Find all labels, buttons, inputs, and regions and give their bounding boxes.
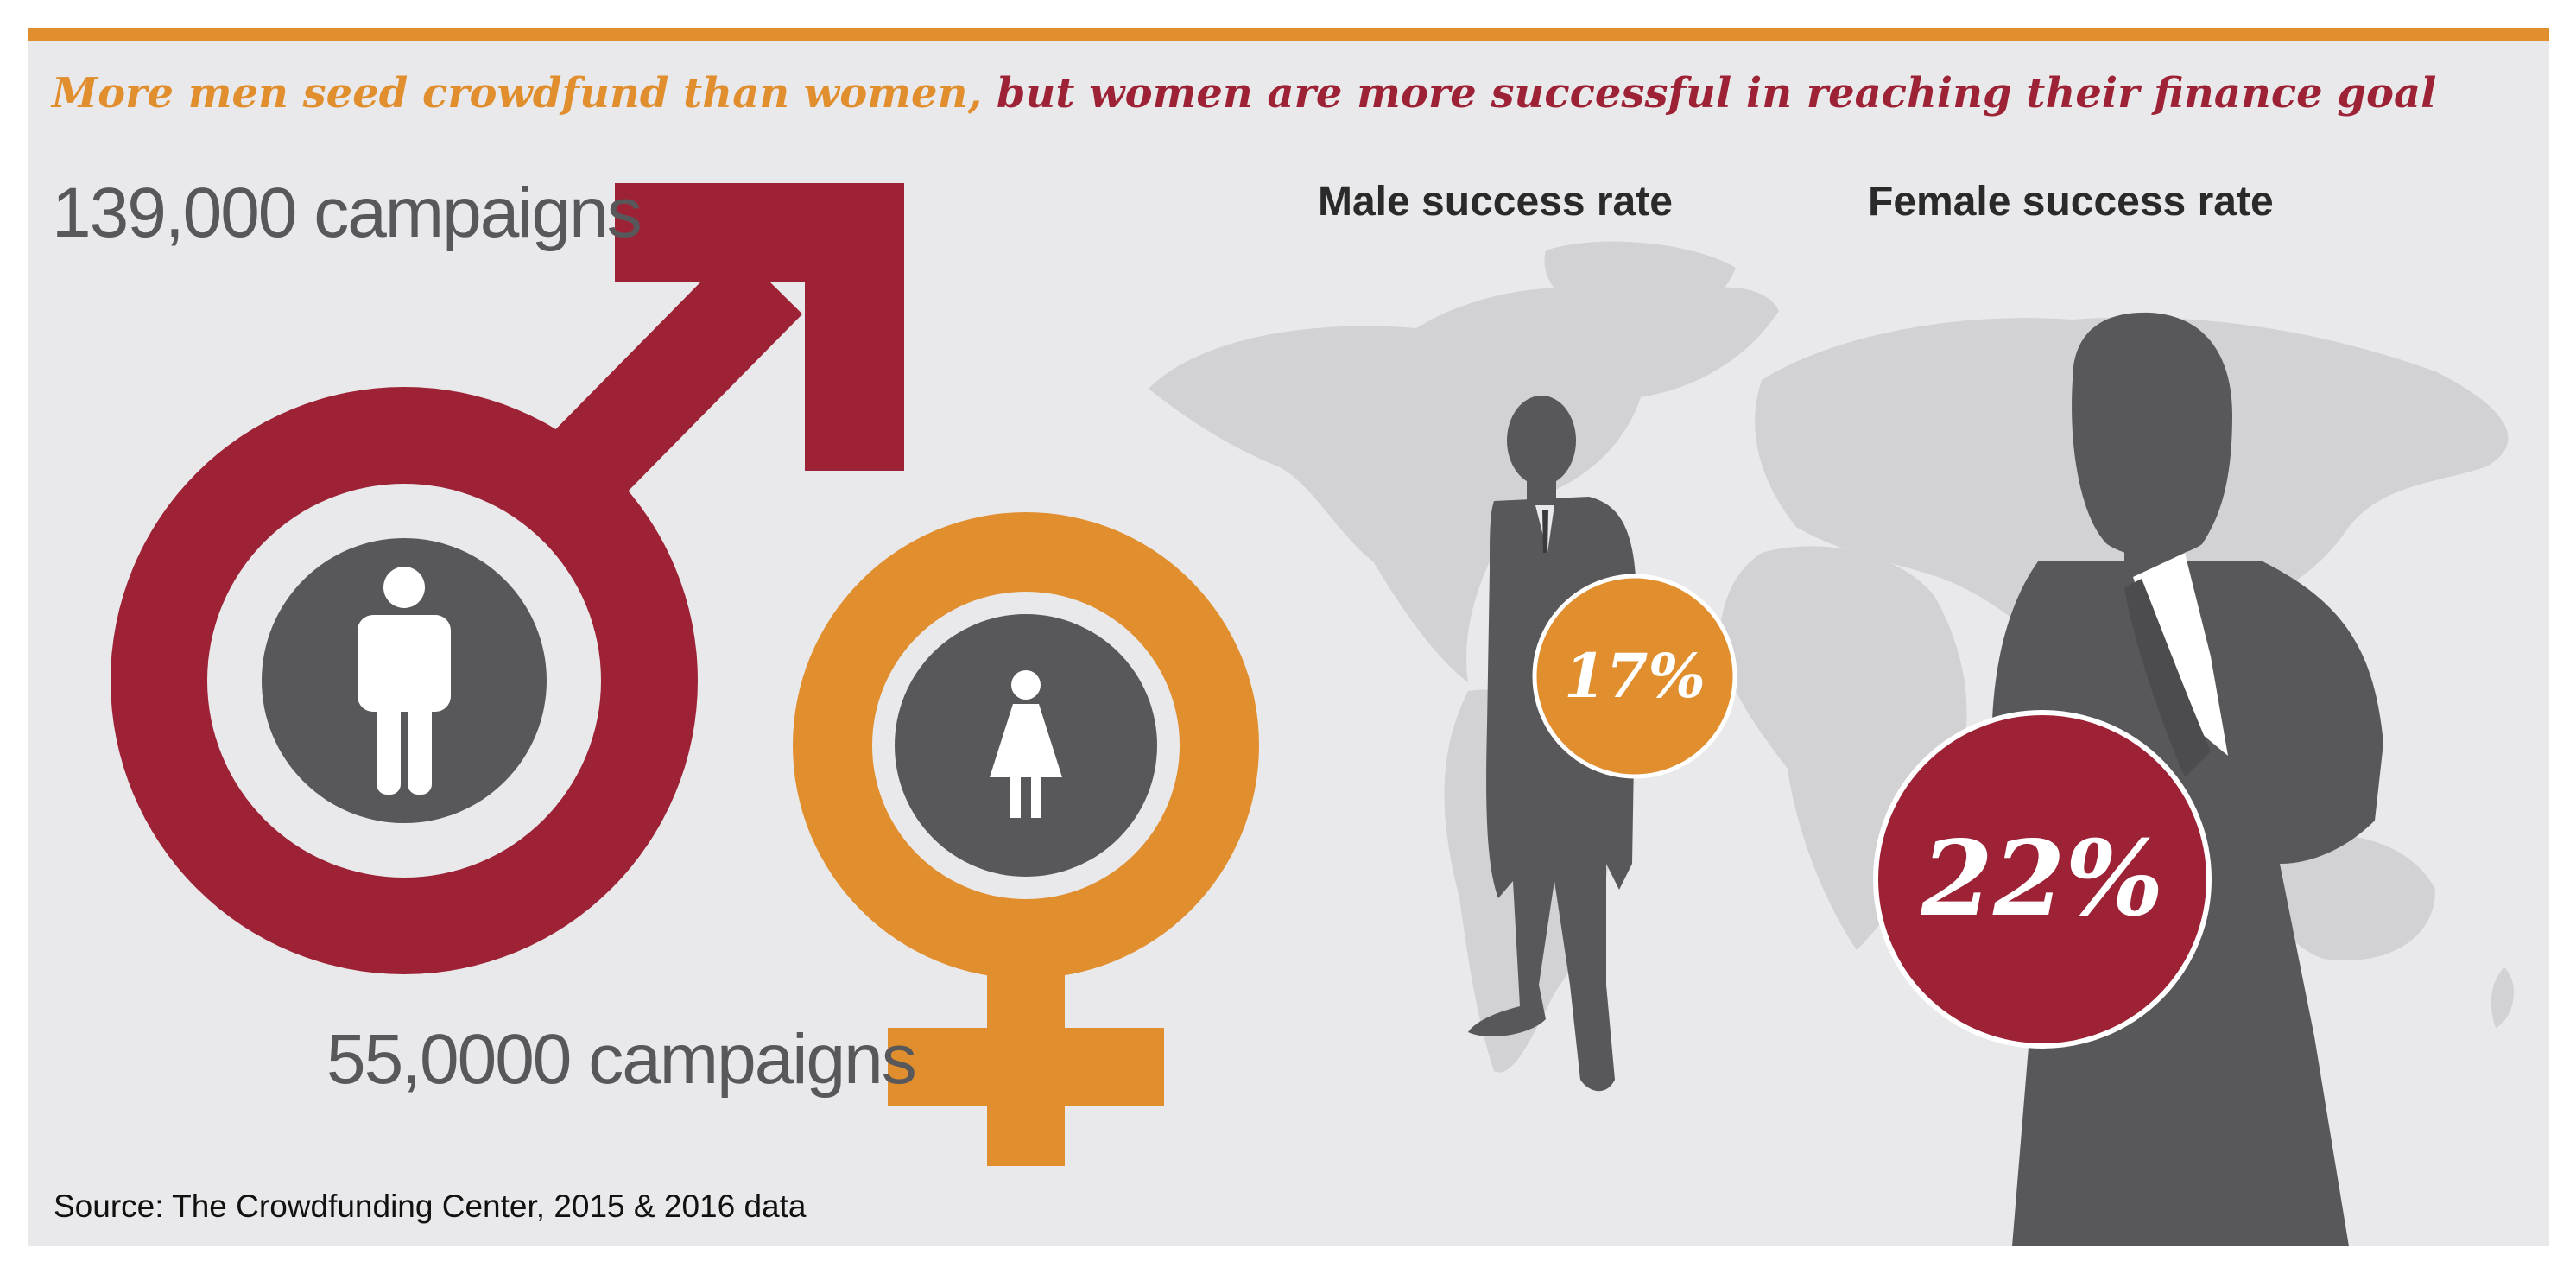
top-accent-bar	[28, 28, 2549, 41]
woman-icon	[990, 670, 1062, 818]
male-success-heading: Male success rate	[1318, 179, 1673, 225]
male-success-circle	[1532, 574, 1737, 779]
page-title: More men seed crowdfund than women, but …	[52, 69, 2539, 117]
man-icon	[358, 567, 451, 795]
title-part-2: but women are more successful in reachin…	[996, 69, 2437, 117]
female-campaigns-label: 55,0000 campaigns	[326, 1020, 917, 1099]
male-success-rate: 17%	[1564, 640, 1706, 712]
female-success-circle	[1873, 710, 2212, 1049]
source-note: Source: The Crowdfunding Center, 2015 & …	[54, 1188, 807, 1224]
female-success-heading: Female success rate	[1868, 179, 2274, 225]
male-campaigns-label: 139,000 campaigns	[52, 174, 642, 252]
title-part-1: More men seed crowdfund than women,	[52, 69, 983, 117]
female-success-rate: 22%	[1921, 818, 2164, 940]
male-symbol-icon	[111, 183, 904, 974]
